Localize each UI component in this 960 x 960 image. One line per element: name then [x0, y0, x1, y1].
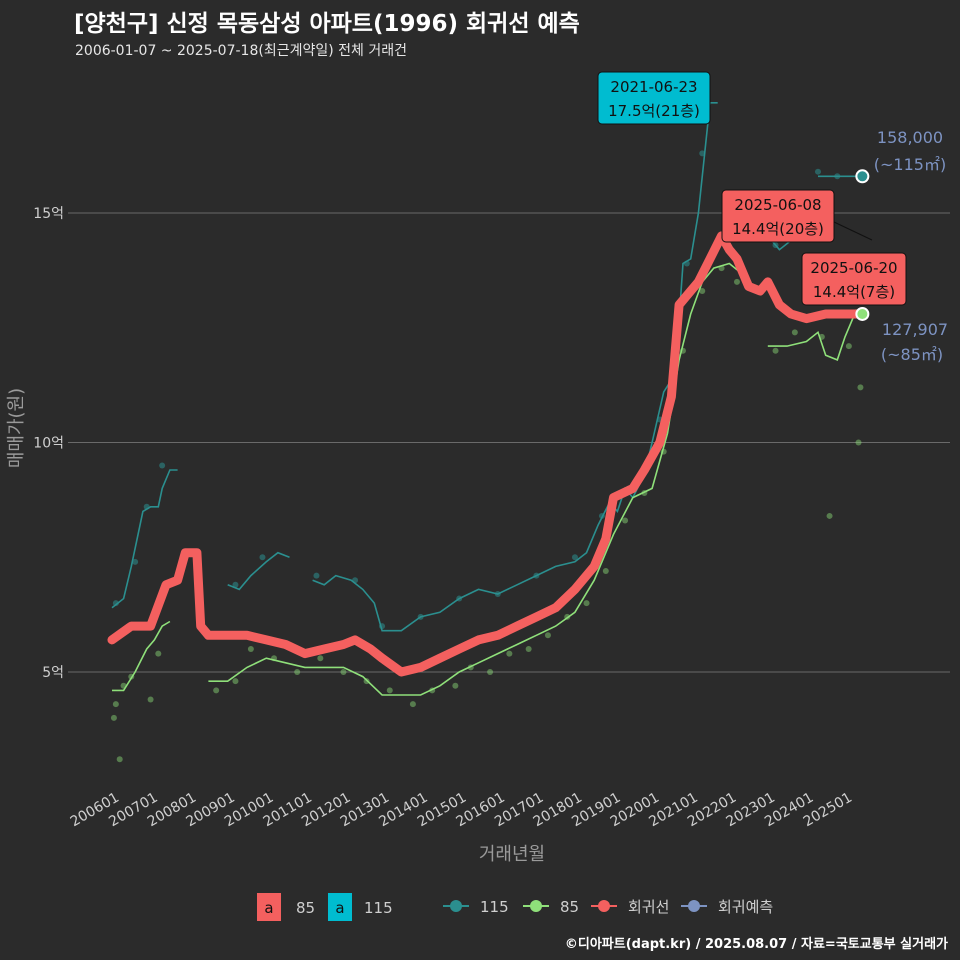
legend-point-key [530, 900, 542, 912]
annotation-price: 14.4억(20층) [732, 220, 824, 238]
scatter-point-85 [116, 756, 123, 763]
scatter-point-85 [733, 278, 740, 285]
y-tick-label: 10억 [33, 436, 64, 452]
legend-item-label: 회귀선 [628, 898, 669, 916]
forecast-area: (~115㎡) [874, 155, 946, 174]
annotation-date: 2025-06-20 [810, 259, 897, 277]
legend-label-115: 115 [364, 899, 393, 917]
scatter-point-85 [112, 701, 119, 708]
scatter-point-85 [294, 669, 301, 675]
scatter-point-85 [317, 655, 324, 662]
forecast-point [855, 306, 870, 321]
line-115 [227, 551, 290, 591]
series-lines: 158,000 (~115㎡) 127,907 (~85㎡) [107, 102, 948, 696]
scatter-point-115 [259, 554, 266, 561]
forecast-value: 127,907 [882, 320, 948, 339]
line-115 [111, 469, 178, 609]
legend-swatch-85 [257, 893, 281, 921]
annotation-box [801, 252, 907, 306]
scatter-point-115 [159, 462, 166, 469]
scatter-point-115 [112, 600, 119, 607]
scatter-point-85 [155, 650, 162, 657]
y-tick-label: 15억 [33, 206, 64, 222]
annotation-date: 2021-06-23 [610, 78, 697, 96]
annotation-price: 17.5억(21층) [608, 102, 700, 120]
regression-line [107, 231, 867, 677]
scatter-point-85 [110, 714, 117, 721]
forecast-point [855, 169, 870, 184]
scatter-point-85 [409, 701, 416, 708]
line-85 [208, 262, 742, 696]
forecast-area: (~85㎡) [881, 345, 943, 364]
x-axis-label: 거래년월 [479, 844, 545, 865]
scatter-point-85 [857, 384, 864, 391]
scatter-point-85 [525, 646, 532, 653]
annotation-date: 2025-06-08 [734, 196, 821, 214]
line-85 [112, 620, 171, 692]
legend-point-key [688, 900, 700, 912]
annotation-price: 14.4억(7층) [813, 283, 895, 301]
scatter-point-115 [232, 581, 239, 588]
line-85 [767, 309, 858, 361]
legend-point-key [598, 900, 610, 912]
scatter-point-85 [699, 288, 706, 295]
scatter-point-85 [583, 600, 590, 607]
legend-label-85: 85 [296, 899, 315, 917]
y-axis: 5억 10억 15억 [33, 206, 64, 681]
scatter-point-85 [855, 439, 862, 446]
scatter-points [110, 150, 864, 763]
y-axis-label: 매매가(원) [6, 388, 27, 468]
scatter-point-85 [772, 347, 779, 354]
scatter-point-85 [544, 632, 551, 639]
legend-point-key [450, 900, 462, 912]
x-axis: 2006012007012008012009012010012011012012… [68, 790, 855, 831]
chart-subtitle: 2006-01-07 ~ 2025-07-18(최근계약일) 전체 거래건 [75, 43, 407, 59]
chart-title: [양천구] 신정 목동삼성 아파트(1996) 회귀선 예측 [74, 11, 580, 37]
legend-key-115: a [335, 899, 344, 917]
scatter-point-85 [506, 650, 513, 657]
scatter-point-85 [232, 678, 239, 685]
line-115 [312, 102, 718, 632]
scatter-point-85 [845, 343, 852, 350]
source-caption: ©디아파트(dapt.kr) / 2025.08.07 / 자료=국토교통부 실… [564, 937, 948, 952]
scatter-point-85 [340, 669, 347, 675]
legend-item-label: 115 [480, 898, 509, 916]
forecast-value: 158,000 [877, 128, 943, 147]
legend: a 85 a 115 115 85 회귀선 회귀예측 [257, 893, 773, 921]
annotation-leader [833, 221, 873, 241]
scatter-point-85 [622, 517, 629, 524]
scatter-point-85 [147, 696, 154, 703]
legend-key-85: a [264, 899, 273, 917]
legend-item-label: 85 [560, 898, 579, 916]
y-tick-label: 5억 [42, 665, 64, 681]
annotation-box [597, 71, 711, 125]
scatter-point-85 [602, 568, 609, 575]
scatter-point-115 [571, 554, 578, 561]
scatter-point-85 [213, 687, 220, 694]
annotations: 2021-06-23 17.5억(21층) 2025-06-08 14.4억(20층)… [597, 71, 907, 306]
scatter-point-115 [132, 558, 139, 565]
scatter-point-85 [487, 669, 494, 675]
legend-swatch-115 [328, 893, 352, 921]
scatter-point-85 [386, 687, 393, 694]
scatter-point-115 [313, 572, 320, 579]
scatter-point-85 [826, 512, 833, 519]
scatter-point-85 [791, 329, 798, 336]
scatter-point-85 [247, 646, 254, 653]
scatter-point-115 [814, 168, 821, 175]
legend-item-label: 회귀예측 [718, 898, 773, 916]
scatter-point-85 [452, 682, 459, 689]
annotation-box [721, 189, 835, 243]
